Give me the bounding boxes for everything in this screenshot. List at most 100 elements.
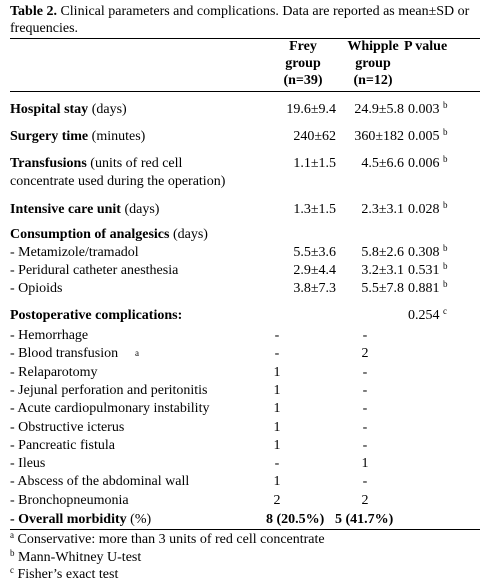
row-label-unit: (days): [88, 102, 127, 117]
footnote-mark: b: [10, 547, 15, 558]
whipple-header-line-3: (n=12): [353, 73, 393, 88]
p-value: 0.531 b: [408, 262, 448, 280]
frey-value: 8 (20.5%): [266, 512, 325, 527]
whipple-value: -: [362, 474, 368, 490]
table-row: Intensive care unit (days) 1.3±1.5 2.3±3…: [10, 201, 480, 219]
whipple-value: -: [362, 364, 368, 380]
table-row: - Pancreatic fistula 1 -: [10, 437, 480, 455]
row-label-unit: (%): [126, 512, 152, 527]
header-rule: [10, 91, 480, 92]
whipple-value: -: [362, 401, 368, 417]
p-value: 0.028 b: [408, 201, 448, 219]
table-row: - Hemorrhage - -: [10, 327, 480, 345]
row-label-bold: Postoperative complications:: [10, 308, 183, 323]
whipple-value: 2: [361, 346, 369, 362]
whipple-value: -: [362, 328, 368, 343]
whipple-header-line-2: group: [355, 56, 391, 71]
table-row: Hospital stay (days) 19.6±9.4 24.9±5.8 0…: [10, 101, 480, 119]
row-label: - Ileus: [10, 456, 46, 472]
frey-column-header: Frey group (n=39): [268, 38, 338, 89]
whipple-value: 360±182: [354, 129, 404, 144]
footnote: c Fisher’s exact test: [10, 566, 118, 583]
p-number: 0.005: [408, 129, 440, 144]
p-value: 0.254 c: [408, 307, 447, 325]
frey-value: 1: [273, 419, 281, 435]
footnote-text: Conservative: more than 3 units of red c…: [14, 532, 325, 547]
row-label: - Overall morbidity (%): [10, 511, 151, 529]
footnote-text: Fisher’s exact test: [14, 567, 119, 582]
row-label-unit: (minutes): [88, 129, 146, 144]
table-row: - Abscess of the abdominal wall 1 -: [10, 473, 480, 491]
table-row: Surgery time (minutes) 240±62 360±182 0.…: [10, 128, 480, 146]
p-number: 0.254: [408, 308, 440, 323]
p-footnote-mark: b: [443, 100, 448, 110]
row-label-bold: Surgery time: [10, 129, 89, 144]
row-label: Hospital stay (days): [10, 101, 127, 119]
frey-value: 1: [273, 364, 281, 380]
row-label: Consumption of analgesics (days): [10, 226, 208, 244]
p-footnote-mark: b: [443, 127, 448, 137]
footnote-text: Mann-Whitney U-test: [14, 549, 142, 565]
row-label: - Hemorrhage: [10, 328, 89, 343]
footnote-mark: a: [10, 530, 14, 540]
frey-value: 2: [273, 492, 281, 508]
frey-value: -: [274, 328, 280, 343]
row-label-unit: (days): [169, 227, 208, 242]
whipple-value: 3.2±3.1: [361, 263, 404, 278]
row-label: - Obstructive icterus: [10, 419, 125, 435]
frey-value: 1: [273, 474, 281, 490]
row-label-bold: - Overall morbidity: [10, 512, 127, 527]
row-label-bold: Hospital stay: [10, 102, 89, 117]
row-label-bold: Consumption of analgesics: [10, 227, 170, 242]
p-number: 0.531: [408, 263, 440, 278]
table-row: - Opioids 3.8±7.3 5.5±7.8 0.881 b: [10, 280, 480, 298]
row-label: Intensive care unit (days): [10, 201, 159, 219]
whipple-value: 5.8±2.6: [361, 245, 404, 260]
table-row: Transfusions (units of red cell 1.1±1.5 …: [10, 155, 480, 173]
whipple-value: 5.5±7.8: [361, 281, 404, 296]
row-label: - Opioids: [10, 281, 63, 296]
section-heading: Postoperative complications: 0.254 c: [10, 307, 480, 325]
row-label: - Bronchopneumonia: [10, 492, 129, 508]
frey-value: 1.3±1.5: [293, 202, 336, 217]
table-row: - Bronchopneumonia 2 2: [10, 492, 480, 510]
p-footnote-mark: c: [443, 306, 447, 316]
p-number: 0.881: [408, 281, 440, 296]
frey-value: 1.1±1.5: [293, 156, 336, 171]
row-label-unit: (units of red cell: [86, 156, 183, 171]
whipple-value: -: [362, 382, 368, 398]
p-number: 0.308: [408, 245, 440, 260]
row-label: - Abscess of the abdominal wall: [10, 474, 190, 490]
footnote: b Mann-Whitney U-test: [10, 547, 142, 566]
frey-value: 1: [273, 382, 281, 398]
p-value: 0.308 b: [408, 244, 448, 262]
table-row: - Relaparotomy 1 -: [10, 364, 480, 382]
whipple-header-line-1: Whipple: [347, 39, 399, 54]
p-value: 0.003 b: [408, 101, 448, 119]
bottom-rule: [10, 529, 480, 530]
frey-header-line-3: (n=39): [283, 73, 323, 88]
row-label: Surgery time (minutes): [10, 128, 145, 146]
whipple-value: 5 (41.7%): [335, 512, 394, 527]
p-value: 0.881 b: [408, 280, 448, 298]
section-heading: Consumption of analgesics (days): [10, 226, 480, 244]
whipple-value: 4.5±6.6: [361, 156, 404, 171]
row-label: - Pancreatic fistula: [10, 437, 115, 453]
pvalue-column-header: P value: [404, 39, 448, 54]
frey-value: 2.9±4.4: [293, 263, 336, 278]
footnote: a Conservative: more than 3 units of red…: [10, 531, 325, 548]
frey-header-line-1: Frey: [289, 39, 317, 54]
row-label-bold: Intensive care unit: [10, 202, 121, 217]
row-label-unit: (days): [120, 202, 160, 217]
frey-value: -: [274, 346, 280, 362]
table-row: - Blood transfusion a -2: [10, 345, 480, 363]
p-footnote-mark: b: [443, 243, 448, 253]
table-row-continuation: concentrate used during the operation): [10, 173, 480, 191]
table-row-total: - Overall morbidity (%) 8 (20.5%) 5 (41.…: [10, 511, 480, 529]
frey-value: 5.5±3.6: [293, 245, 336, 260]
whipple-column-header: Whipple group (n=12): [334, 38, 412, 89]
p-number: 0.028: [408, 202, 440, 217]
table-row: - Ileus - 1: [10, 455, 480, 473]
p-number: 0.006: [408, 156, 440, 171]
row-label: Transfusions (units of red cell: [10, 155, 182, 173]
